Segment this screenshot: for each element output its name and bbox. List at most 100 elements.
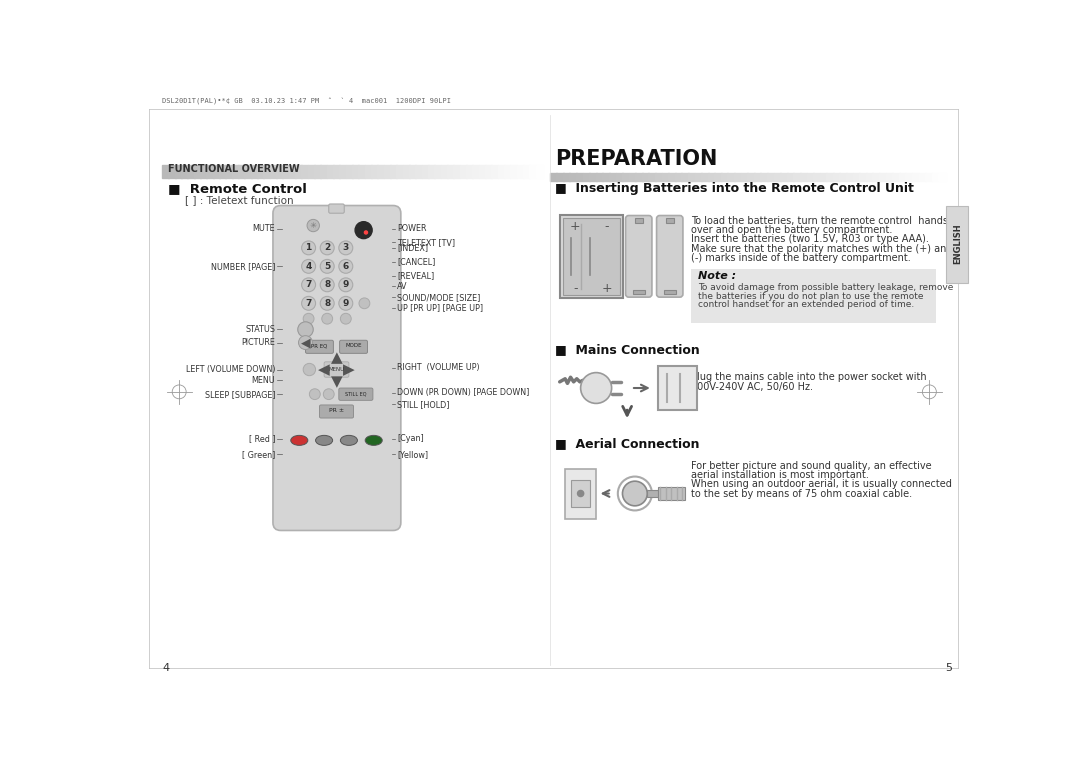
Text: 9: 9 — [342, 280, 349, 289]
Bar — [550, 173, 557, 181]
Text: PICTURE: PICTURE — [242, 338, 275, 347]
Bar — [333, 165, 340, 178]
Circle shape — [321, 278, 334, 291]
Text: ▼: ▼ — [330, 375, 342, 389]
Bar — [714, 173, 721, 181]
Bar — [663, 290, 676, 294]
Bar — [642, 173, 649, 181]
Bar — [846, 173, 853, 181]
Text: ■  Aerial Connection: ■ Aerial Connection — [555, 437, 700, 450]
Text: 8: 8 — [324, 299, 330, 307]
Text: MODE: MODE — [346, 343, 362, 348]
Bar — [616, 173, 623, 181]
Text: ■  Mains Connection: ■ Mains Connection — [555, 343, 700, 356]
Circle shape — [355, 222, 373, 239]
Bar — [656, 173, 662, 181]
Text: 7: 7 — [306, 299, 312, 307]
Text: FUNCTIONAL OVERVIEW: FUNCTIONAL OVERVIEW — [167, 164, 299, 175]
Bar — [282, 165, 289, 178]
Bar — [747, 173, 755, 181]
Bar — [603, 173, 610, 181]
Text: To avoid damage from possible battery leakage, remove: To avoid damage from possible battery le… — [698, 283, 953, 292]
Circle shape — [339, 241, 353, 255]
Text: MUTE: MUTE — [253, 224, 275, 233]
FancyBboxPatch shape — [339, 388, 373, 401]
Text: the batteries if you do not plan to use the remote: the batteries if you do not plan to use … — [698, 291, 923, 301]
Bar — [647, 490, 659, 497]
Circle shape — [339, 278, 353, 291]
Text: 4: 4 — [306, 262, 312, 271]
Bar — [807, 173, 814, 181]
Bar — [946, 205, 968, 282]
Text: 5: 5 — [324, 262, 330, 271]
Ellipse shape — [365, 436, 382, 446]
Text: Insert the batteries (two 1.5V, R03 or type AAA).: Insert the batteries (two 1.5V, R03 or t… — [691, 234, 929, 244]
Ellipse shape — [315, 436, 333, 446]
Bar — [326, 165, 334, 178]
Bar — [576, 173, 583, 181]
Bar — [213, 165, 220, 178]
Bar — [582, 173, 590, 181]
Text: -: - — [573, 282, 578, 295]
Text: 2: 2 — [324, 243, 330, 253]
Text: -: - — [605, 220, 609, 233]
FancyBboxPatch shape — [625, 215, 652, 297]
Bar — [629, 173, 636, 181]
Bar — [377, 165, 384, 178]
Bar — [244, 165, 252, 178]
Text: ENGLISH: ENGLISH — [953, 224, 962, 264]
Text: over and open the battery compartment.: over and open the battery compartment. — [691, 225, 893, 235]
Bar — [912, 173, 919, 181]
Bar — [780, 173, 787, 181]
Bar — [662, 173, 669, 181]
Text: MENU: MENU — [252, 376, 275, 385]
Bar — [162, 165, 170, 178]
Bar — [219, 165, 226, 178]
Text: 6: 6 — [342, 262, 349, 271]
Bar — [728, 173, 734, 181]
Bar — [563, 173, 570, 181]
Bar — [886, 173, 893, 181]
Bar — [383, 165, 391, 178]
Bar — [569, 173, 577, 181]
Bar — [866, 173, 874, 181]
Bar — [852, 173, 860, 181]
Bar — [926, 173, 932, 181]
Bar — [596, 173, 603, 181]
Bar — [609, 173, 617, 181]
Bar — [694, 173, 702, 181]
Text: [ Red ]: [ Red ] — [248, 434, 275, 443]
Bar — [669, 173, 676, 181]
Bar — [622, 173, 630, 181]
FancyBboxPatch shape — [306, 340, 334, 353]
Bar — [833, 173, 840, 181]
Bar — [565, 468, 596, 519]
Text: Make sure that the polarity matches with the (+) and: Make sure that the polarity matches with… — [691, 243, 953, 254]
FancyBboxPatch shape — [324, 362, 349, 377]
Bar — [206, 165, 214, 178]
Bar — [516, 165, 524, 178]
Bar — [734, 173, 742, 181]
Bar — [701, 173, 708, 181]
Bar — [478, 165, 486, 178]
Bar — [879, 173, 887, 181]
Bar — [536, 165, 542, 178]
Ellipse shape — [340, 436, 357, 446]
Bar — [491, 165, 498, 178]
Ellipse shape — [291, 436, 308, 446]
Bar — [454, 165, 460, 178]
Bar — [905, 173, 913, 181]
Text: To load the batteries, turn the remote control  handset: To load the batteries, turn the remote c… — [691, 216, 958, 226]
Bar — [339, 165, 347, 178]
Bar — [295, 165, 302, 178]
Bar — [270, 165, 276, 178]
Bar — [175, 165, 181, 178]
Bar — [308, 165, 314, 178]
Bar — [800, 173, 808, 181]
Bar — [721, 173, 728, 181]
Text: [CANCEL]: [CANCEL] — [397, 257, 435, 266]
Text: control handset for an extended period of time.: control handset for an extended period o… — [698, 300, 914, 309]
Text: [INDEX]: [INDEX] — [397, 243, 428, 253]
Bar — [498, 165, 504, 178]
Bar — [421, 165, 429, 178]
